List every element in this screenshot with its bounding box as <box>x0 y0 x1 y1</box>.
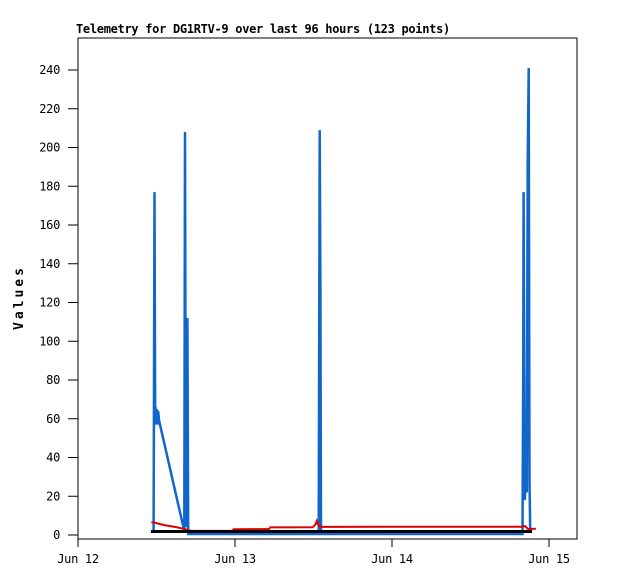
y-tick-label: 60 <box>46 412 60 426</box>
y-tick-label: 160 <box>39 218 60 232</box>
series-line-channel-red <box>151 517 536 532</box>
y-tick-label: 0 <box>53 528 60 542</box>
y-tick-label: 220 <box>39 102 60 116</box>
chart-title: Telemetry for DG1RTV-9 over last 96 hour… <box>76 22 450 36</box>
x-tick-label: Jun 12 <box>57 552 99 566</box>
y-axis-ticks: 0 20 40 60 80 100 120 140 160 180 200 220 240 <box>39 63 78 542</box>
x-tick-label: Jun 13 <box>214 552 256 566</box>
x-axis-ticks: Jun 12 Jun 13 Jun 14 Jun 15 <box>57 539 570 566</box>
y-tick-label: 80 <box>46 373 60 387</box>
plot-border <box>77 37 578 540</box>
x-tick-label: Jun 15 <box>528 552 570 566</box>
data-series <box>150 68 536 536</box>
x-tick-label: Jun 14 <box>371 552 413 566</box>
y-tick-label: 140 <box>39 257 60 271</box>
y-tick-label: 240 <box>39 63 60 77</box>
y-tick-label: 200 <box>39 141 60 155</box>
y-tick-label: 120 <box>39 296 60 310</box>
y-tick-label: 180 <box>39 179 60 193</box>
y-axis-title: Values <box>12 265 27 330</box>
y-tick-label: 40 <box>46 451 60 465</box>
y-tick-label: 100 <box>39 334 60 348</box>
series-line-channel-blue <box>152 68 532 536</box>
y-tick-label: 20 <box>46 489 60 503</box>
